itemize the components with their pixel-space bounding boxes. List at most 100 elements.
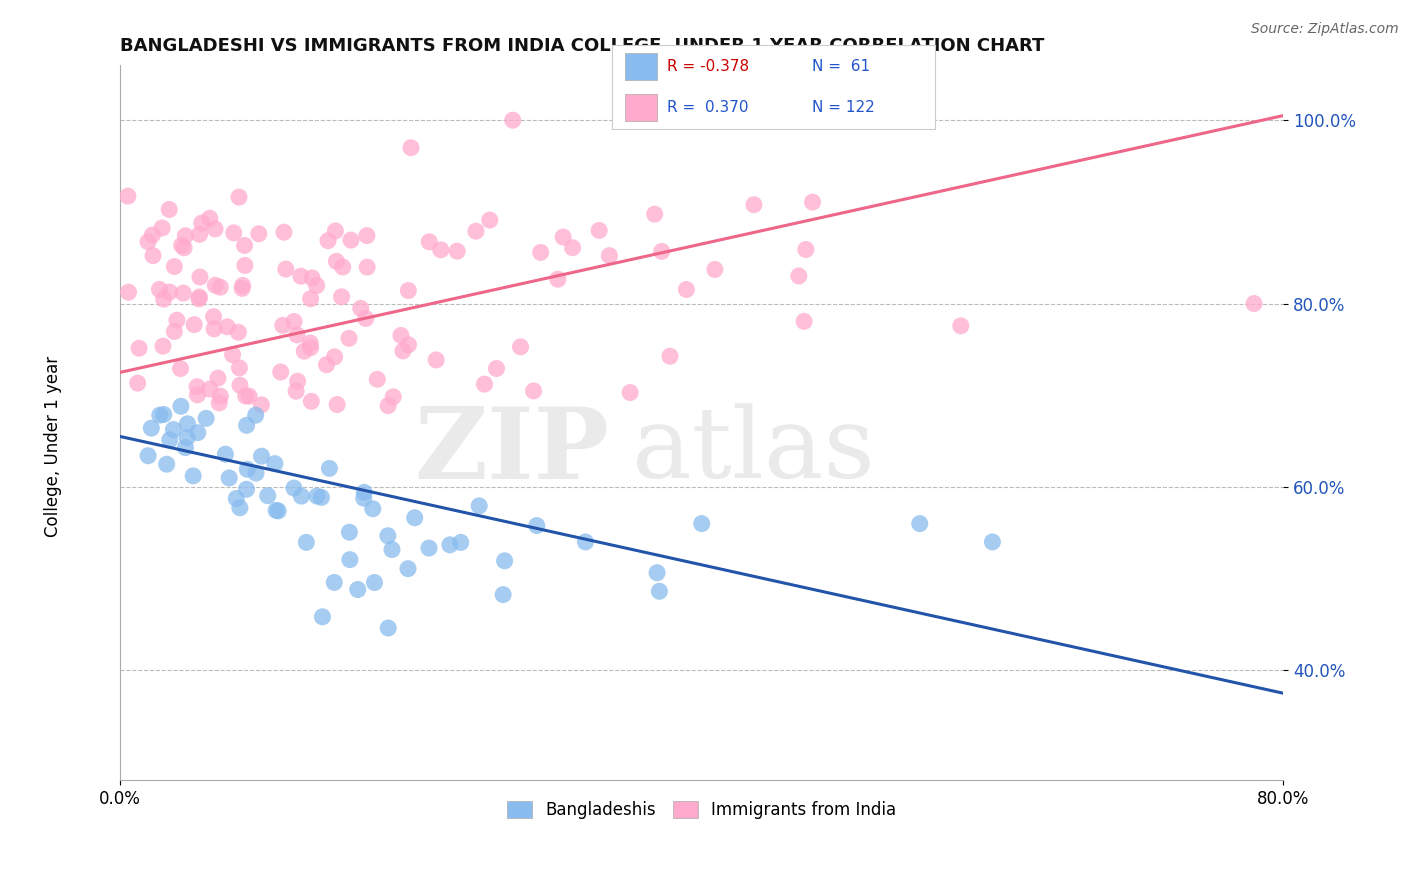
Point [236, 462, 259, 476]
Point [553, 230, 575, 244]
Legend: Bangladeshis, Immigrants from India: Bangladeshis, Immigrants from India [501, 794, 903, 826]
Point [574, 535, 596, 549]
Point [245, 408, 267, 422]
Point [337, 331, 360, 345]
Point [274, 262, 297, 277]
Point [356, 228, 378, 243]
Point [316, 234, 339, 248]
Point [377, 399, 399, 413]
FancyBboxPatch shape [624, 54, 657, 80]
Point [256, 489, 278, 503]
Point [228, 190, 250, 204]
Point [356, 260, 378, 274]
Point [399, 141, 422, 155]
Point [209, 280, 232, 294]
Point [235, 418, 257, 433]
Point [117, 189, 139, 203]
Point [450, 535, 472, 549]
Point [326, 398, 349, 412]
Text: Source: ZipAtlas.com: Source: ZipAtlas.com [1251, 22, 1399, 37]
Point [381, 542, 404, 557]
Point [222, 226, 245, 240]
Point [299, 336, 322, 351]
Point [366, 372, 388, 386]
Point [418, 235, 440, 249]
Point [340, 233, 363, 247]
Point [523, 384, 546, 398]
Point [188, 292, 211, 306]
Text: N =  61: N = 61 [813, 59, 870, 74]
Point [136, 235, 159, 249]
Point [644, 207, 666, 221]
Point [271, 318, 294, 333]
Point [141, 227, 163, 242]
Point [801, 195, 824, 210]
Text: R = -0.378: R = -0.378 [666, 59, 749, 74]
Point [619, 385, 641, 400]
Point [361, 501, 384, 516]
Point [209, 389, 232, 403]
Point [218, 471, 240, 485]
Point [204, 278, 226, 293]
Point [509, 340, 531, 354]
Point [377, 621, 399, 635]
Point [233, 259, 256, 273]
Point [174, 228, 197, 243]
Point [159, 433, 181, 447]
Point [231, 281, 253, 295]
Point [305, 489, 328, 503]
Point [305, 278, 328, 293]
Point [325, 224, 347, 238]
Point [152, 408, 174, 422]
Point [949, 318, 972, 333]
Point [198, 382, 221, 396]
Point [794, 243, 817, 257]
Point [332, 260, 354, 274]
Point [156, 457, 179, 471]
Point [318, 461, 340, 475]
Point [396, 284, 419, 298]
Point [285, 384, 308, 399]
Point [181, 468, 204, 483]
Point [176, 417, 198, 431]
Point [389, 328, 412, 343]
Point [446, 244, 468, 259]
Point [174, 441, 197, 455]
Point [742, 197, 765, 211]
Point [323, 350, 346, 364]
Point [295, 535, 318, 549]
Point [382, 390, 405, 404]
Point [162, 423, 184, 437]
Point [221, 348, 243, 362]
Point [283, 314, 305, 328]
Point [354, 311, 377, 326]
Point [396, 562, 419, 576]
Point [198, 211, 221, 226]
Point [148, 282, 170, 296]
Point [290, 269, 312, 284]
Point [392, 343, 415, 358]
Point [166, 313, 188, 327]
Point [363, 575, 385, 590]
Point [311, 491, 333, 505]
Point [474, 377, 496, 392]
Point [157, 202, 180, 217]
Point [283, 481, 305, 495]
Point [598, 249, 620, 263]
Point [238, 389, 260, 403]
Point [117, 285, 139, 300]
Point [350, 301, 373, 316]
Point [188, 270, 211, 285]
Point [1243, 296, 1265, 310]
Point [377, 529, 399, 543]
Point [186, 388, 208, 402]
Point [128, 341, 150, 355]
Point [330, 290, 353, 304]
Point [176, 431, 198, 445]
Point [530, 245, 553, 260]
Point [170, 238, 193, 252]
Point [299, 394, 322, 409]
Point [127, 376, 149, 391]
Point [588, 223, 610, 237]
Point [214, 447, 236, 461]
